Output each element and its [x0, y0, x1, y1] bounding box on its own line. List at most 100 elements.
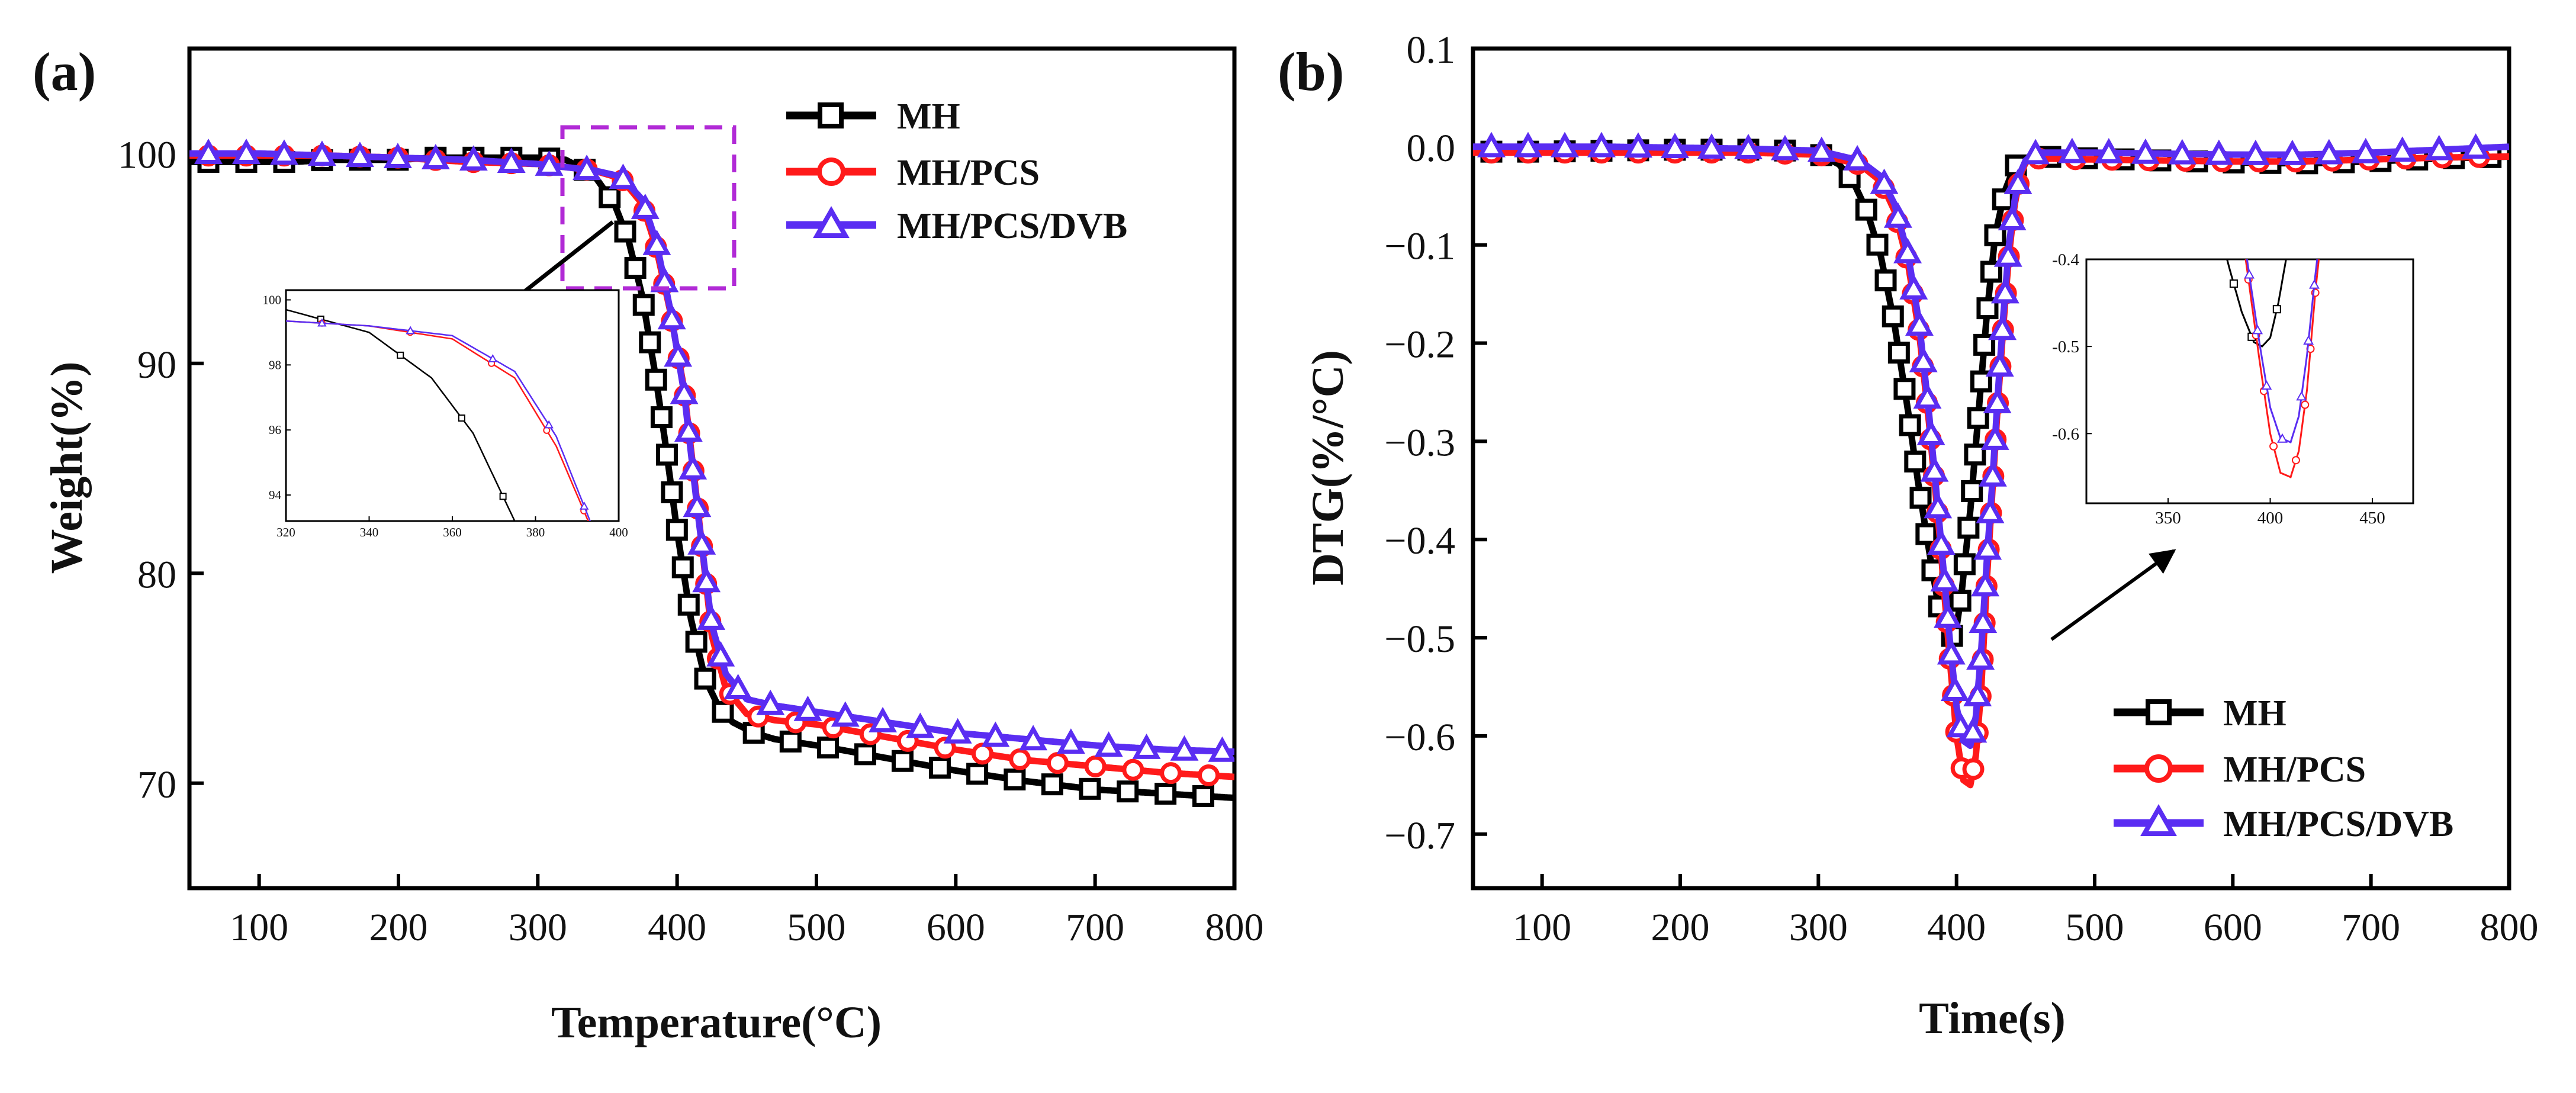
- inset-b-marker-mh: [2156, 9, 2163, 16]
- panel-a-legend: MH MH/PCS MH/PCS/DVB: [786, 97, 1127, 246]
- legend-b-label-mh: MH: [2223, 693, 2286, 734]
- panel-b-marker-mh-pcs-dvb: [1983, 388, 2012, 413]
- panel-a-marker-mh: [599, 186, 621, 208]
- panel-b-marker-mh-pcs-dvb: [1976, 497, 2005, 523]
- inset-b-marker-mh-pcs-dvb: [2261, 380, 2272, 390]
- panel-a-marker-mh-pcs-dvb: [307, 140, 336, 166]
- panel-b-marker-mh-pcs-dvb: [1963, 680, 1992, 706]
- panel-a-marker-mh-pcs-dvb: [692, 567, 721, 593]
- panel-a-marker-mh: [1117, 780, 1139, 803]
- panel-a-marker-mh-pcs-dvb: [1208, 736, 1234, 762]
- panel-a-marker-mh-pcs-dvb: [345, 142, 374, 168]
- panel-b-marker-mh-pcs-dvb: [1958, 717, 1988, 743]
- panel-a-marker-mh: [685, 631, 707, 653]
- x-tick-label: 500: [2066, 906, 2124, 949]
- x-tick-label: 700: [1066, 906, 1124, 949]
- panel-b-y-label: DTG(%/°C): [1303, 350, 1353, 586]
- inset-b-marker-mh-pcs: [2301, 400, 2310, 409]
- panel-b-marker-mh-pcs-dvb: [1843, 144, 1872, 171]
- panel-a-marker-mh-pcs-dvb: [674, 416, 703, 442]
- panel-b-marker-mh-pcs-dvb: [1966, 644, 1995, 670]
- panel-a-marker-mh: [854, 743, 876, 766]
- x-tick-label: 700: [2342, 906, 2400, 949]
- y-tick-label: -0.6: [2052, 425, 2079, 443]
- y-tick-label: 100: [118, 133, 176, 176]
- x-tick-label: 500: [787, 906, 846, 949]
- inset-b-marker-mh: [2317, 28, 2324, 35]
- panel-a-label: (a): [33, 41, 96, 102]
- inset-b-marker-mh: [2300, 139, 2307, 146]
- inset-b-marker-mh-pcs: [2269, 442, 2278, 451]
- panel-b-marker-mh: [1961, 480, 1983, 502]
- panel-b-marker-mh-pcs-dvb: [1661, 133, 1689, 159]
- x-tick-label: 400: [648, 906, 706, 949]
- panel-b-marker-mh: [1882, 305, 1904, 327]
- y-tick-label: 94: [269, 488, 282, 502]
- panel-a-marker-mh-pcs-dvb: [232, 139, 261, 164]
- inset-b-marker-mh: [2188, 117, 2195, 124]
- panel-a-marker-mh: [1154, 783, 1177, 805]
- x-tick-label: 450: [2359, 509, 2385, 528]
- panel-b-marker-mh-pcs-dvb: [2131, 138, 2160, 164]
- panel-b-marker-mh-pcs-dvb: [2241, 139, 2270, 165]
- inset-a-marker-mh: [557, 661, 563, 667]
- panel-b-marker-mh-pcs-dvb: [1807, 136, 1836, 162]
- panel-b-marker-mh-pcs-dvb: [2204, 139, 2233, 165]
- panel-a-marker-mh-pcs: [1009, 748, 1031, 770]
- panel-b-marker-mh-pcs-dvb: [1913, 383, 1942, 409]
- panel-b-marker-mh-pcs-dvb: [2424, 134, 2453, 160]
- x-tick-label: 400: [1927, 906, 1986, 949]
- inset-b-marker-mh-pcs: [2343, 10, 2350, 17]
- panel-b-marker-mh: [1904, 450, 1927, 472]
- panel-a-marker-mh-pcs-dvb: [383, 143, 412, 169]
- x-tick-label: 100: [1513, 906, 1571, 949]
- panel-b-x-ticks: 100 200 300 400 500 600 700 800: [1513, 874, 2539, 949]
- x-tick-label: 800: [2480, 906, 2539, 949]
- panel-a-inset-series: [286, 308, 591, 667]
- x-tick-label: 320: [276, 525, 295, 539]
- panel-b-marker-mh-pcs-dvb: [2351, 137, 2380, 163]
- panel-b-legend: MH MH/PCS MH/PCS/DVB: [2114, 693, 2453, 844]
- panel-a-marker-mh: [891, 750, 914, 772]
- panel-b-marker-mh-pcs-dvb: [1969, 607, 1998, 634]
- inset-b-marker-mh-pcs-dvb: [2296, 391, 2307, 401]
- legend-b-item-mh: MH: [2114, 693, 2286, 734]
- inset-b-marker-mh: [2284, 250, 2291, 258]
- panel-a-marker-mh-pcs-dvb: [194, 139, 223, 164]
- panel-a-marker-mh-pcs-dvb: [831, 701, 860, 727]
- panel-a-marker-mh-pcs-dvb: [869, 706, 898, 732]
- inset-a-marker-mh-pcs-dvb: [406, 326, 415, 335]
- panel-b-marker-mh: [1967, 407, 1989, 429]
- legend-b-item-mh-pcs: MH/PCS: [2114, 750, 2366, 790]
- panel-b-marker-mh-pcs-dvb: [1971, 571, 2000, 597]
- inset-b-marker-mh: [2215, 226, 2223, 233]
- x-tick-label: 380: [526, 525, 545, 539]
- panel-a-marker-mh: [1192, 785, 1215, 807]
- inset-b-marker-mh-pcs: [2323, 177, 2330, 184]
- panel-b-marker-mh: [1980, 261, 2002, 283]
- panel-b-marker-mh-pcs-dvb: [1990, 278, 2019, 304]
- panel-a-marker-mh: [1004, 768, 1026, 790]
- panel-a-marker-mh-pcs-dvb: [1056, 728, 1085, 754]
- y-tick-label: 0.1: [1407, 28, 1456, 72]
- panel-b-marker-mh-pcs-dvb: [1933, 602, 1962, 628]
- y-tick-label: −0.5: [1384, 618, 1455, 661]
- panel-b-marker-mh: [1909, 487, 1932, 509]
- x-tick-label: 100: [230, 906, 288, 949]
- panel-b-marker-mh: [1957, 516, 1980, 539]
- inset-b-marker-mh-pcs: [2191, 1, 2198, 8]
- inset-b-marker-mh-pcs-dvb: [2335, 57, 2343, 65]
- panel-b-marker-mh-pcs-dvb: [2167, 139, 2196, 165]
- panel-a-marker-mh-pcs-dvb: [723, 674, 752, 699]
- panel-b-marker-mh-pcs-dvb: [1697, 133, 1726, 159]
- panel-b-marker-mh-pcs-dvb: [2278, 139, 2307, 165]
- panel-a-frame: [187, 46, 1237, 891]
- inset-a-marker-mh-pcs-dvb: [317, 318, 327, 327]
- panel-a-marker-mh-pcs-dvb: [697, 604, 726, 630]
- panel-a-marker-mh: [1079, 777, 1101, 800]
- panel-a-marker-mh: [655, 443, 678, 466]
- panel-a-marker-mh-pcs: [1084, 755, 1107, 777]
- panel-b-marker-mh-pcs-dvb: [1916, 419, 1945, 445]
- panel-a-marker-mh-pcs-dvb: [609, 163, 638, 189]
